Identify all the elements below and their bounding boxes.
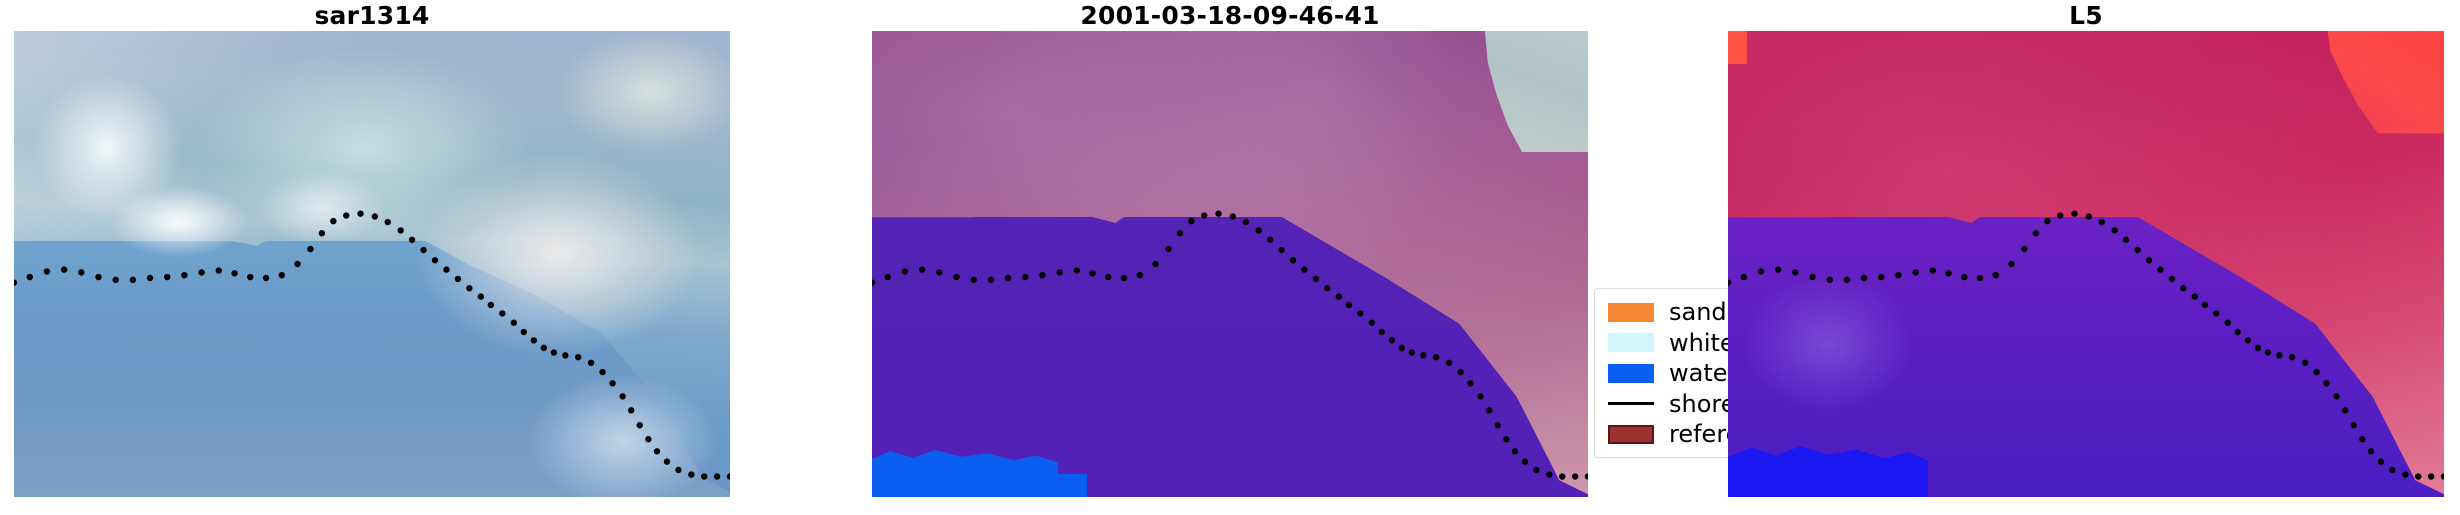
axes-sar1314[interactable] — [14, 31, 730, 497]
index-glow-patch — [1742, 273, 1915, 414]
legend-color-swatch-icon — [1608, 424, 1654, 444]
panel-sar1314: sar1314 — [14, 0, 730, 515]
rgb-haze-patch — [558, 31, 730, 153]
legend-item-reference[interactable]: reference shoreline — [1608, 422, 1728, 446]
legend-color-swatch-icon — [1608, 363, 1654, 383]
class-deepwater-region — [872, 450, 1059, 497]
rgb-bright-surf — [107, 184, 251, 260]
shoreline-overlay-3 — [1728, 210, 2444, 480]
panel-2001-03-18-09-46-41: 2001-03-18-09-46-41 — [872, 0, 1588, 515]
legend-color-swatch-icon — [1608, 302, 1654, 322]
legend-label: whitewater — [1669, 331, 1728, 355]
legend-color-swatch-icon — [1608, 333, 1654, 352]
panel-title-2: 2001-03-18-09-46-41 — [1080, 1, 1380, 30]
legend-label: water — [1669, 359, 1738, 387]
index-high-value-pixel — [1728, 31, 1747, 64]
axes-classified[interactable] — [872, 31, 1588, 497]
legend-label: sand — [1669, 298, 1727, 326]
shoreline-overlay-2 — [872, 210, 1588, 480]
legend-item-water[interactable]: water — [1608, 359, 1738, 387]
rgb-haze-patch — [414, 152, 702, 358]
legend-item-whitewater[interactable]: whitewater — [1608, 331, 1728, 355]
class-deepwater-region — [1029, 473, 1087, 497]
raster-index — [1728, 31, 2444, 497]
panel-title-3: L5 — [2069, 1, 2103, 30]
legend-item-sand[interactable]: sand — [1608, 298, 1728, 326]
raster-rgb-satellite — [14, 31, 730, 497]
shoreline-overlay-1 — [14, 210, 730, 480]
panel-l5: L5 — [1728, 0, 2444, 515]
axes-index[interactable] — [1728, 31, 2444, 497]
legend-label: reference shoreline — [1669, 420, 1784, 448]
panel-title-1: sar1314 — [314, 1, 430, 30]
legend-label: shoreline — [1669, 389, 1779, 418]
legend-line-swatch-icon — [1608, 402, 1654, 405]
raster-classified — [872, 31, 1588, 497]
legend-item-shoreline[interactable]: shoreline — [1608, 389, 1779, 418]
